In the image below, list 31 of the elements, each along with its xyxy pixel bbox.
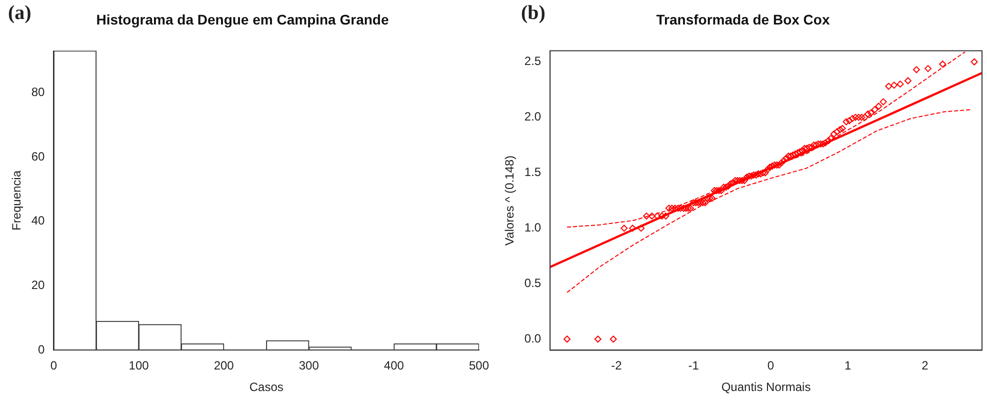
x-tick-label: 100 xyxy=(128,358,150,373)
x-tick-label: 0 xyxy=(767,358,774,373)
text: (a) xyxy=(8,2,32,24)
line-series xyxy=(566,109,972,294)
x-tick-label: 0 xyxy=(50,358,58,373)
x-tick-label: 1 xyxy=(844,358,852,373)
y-tick-label: 2.0 xyxy=(524,110,542,124)
x-tick-label: 200 xyxy=(214,358,234,373)
x-tick-label: 300 xyxy=(298,358,320,373)
y-axis-title: Valores ^ (0.148) xyxy=(502,155,517,246)
y-tick-label: 1.0 xyxy=(524,220,542,235)
y-tick-label: 40 xyxy=(31,214,46,228)
text: (b) xyxy=(521,2,546,24)
x-tick-label: 400 xyxy=(384,358,404,373)
y-axis-title: Frequencia xyxy=(10,170,24,231)
x-tick-label: 2 xyxy=(922,358,929,373)
x-axis-title: Casos xyxy=(249,380,284,394)
y-tick-label: 1.5 xyxy=(524,165,542,180)
x-tick-label: -2 xyxy=(611,358,622,373)
y-tick-label: 0 xyxy=(38,342,46,357)
y-tick-label: 20 xyxy=(31,278,46,292)
chart-title: Transformada de Box Cox xyxy=(656,11,830,28)
y-tick-label: 60 xyxy=(31,149,46,164)
y-tick-label: 2.5 xyxy=(524,54,542,68)
chart-title: Histograma da Dengue em Campina Grande xyxy=(96,11,389,28)
x-axis-title: Quantis Normais xyxy=(721,380,811,394)
x-tick-label: -1 xyxy=(688,358,700,373)
y-tick-label: 80 xyxy=(31,84,46,99)
y-tick-label: 0.0 xyxy=(524,331,542,346)
x-tick-label: 500 xyxy=(468,358,490,373)
y-tick-label: 0.5 xyxy=(524,276,542,290)
